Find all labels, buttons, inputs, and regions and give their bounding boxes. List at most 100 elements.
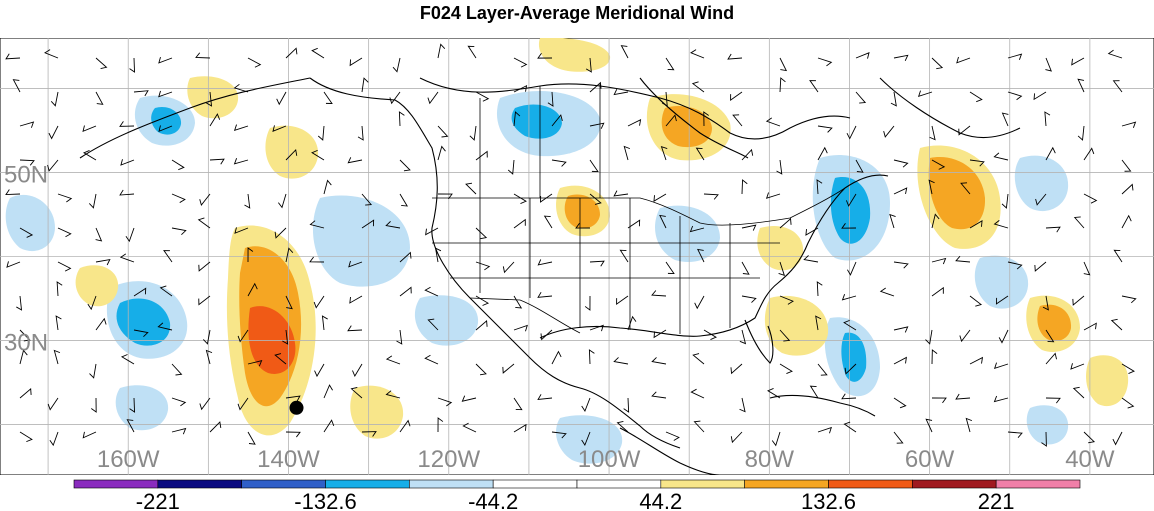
wind-barb: [285, 431, 301, 438]
colorbar-box: [576, 479, 662, 489]
wind-barb: [665, 57, 675, 71]
wind-barb: [805, 227, 819, 236]
colorbar-box: [73, 479, 159, 489]
wind-barb: [285, 247, 294, 263]
wind-barb: [931, 286, 944, 297]
wind-barb: [931, 213, 940, 229]
wind-barb: [311, 149, 325, 161]
wind-barb: [613, 357, 629, 365]
wind-barb: [589, 81, 602, 93]
wind-barb: [385, 221, 401, 229]
wind-barb: [817, 363, 828, 376]
wind-barb: [282, 329, 289, 345]
wind-barb: [437, 145, 446, 161]
wind-barb: [198, 295, 211, 306]
wind-barb: [513, 324, 528, 332]
political-borders: [432, 84, 846, 334]
longitude-label: 80W: [745, 446, 795, 473]
wind-barb: [665, 114, 677, 127]
wind-barb: [703, 329, 717, 340]
wind-barb: [1044, 111, 1051, 127]
wind-barb: [1121, 183, 1134, 195]
wind-barb: [19, 388, 32, 399]
wind-barb: [311, 47, 325, 59]
wind-barb: [53, 349, 61, 365]
wind-barb: [321, 315, 328, 331]
wind-barb: [969, 295, 983, 307]
wind-barb: [385, 355, 401, 365]
wind-barb: [195, 52, 211, 59]
wind-barb: [1042, 295, 1049, 311]
wind-barb: [779, 57, 788, 72]
wind-barb: [627, 219, 641, 229]
wind-barb: [199, 193, 211, 206]
wind-barb: [399, 419, 411, 433]
wind-barb: [5, 53, 21, 60]
wind-barb: [247, 247, 254, 263]
wind-barb: [689, 225, 705, 233]
wind-barb: [727, 53, 743, 60]
wind-barb: [247, 282, 258, 297]
wind-barb: [543, 215, 553, 229]
wind-barb: [361, 431, 377, 437]
wind-barb: [690, 388, 705, 399]
wind-barb: [234, 227, 249, 234]
wind-barb: [589, 260, 605, 267]
wind-barb: [998, 329, 1009, 344]
wind-barb: [995, 295, 1009, 305]
wind-barb: [1083, 431, 1096, 444]
wind-barb: [893, 261, 909, 269]
wind-barb: [817, 125, 833, 133]
wind-barb: [158, 125, 173, 132]
wind-barb: [159, 285, 173, 297]
wind-barb: [855, 91, 867, 104]
wind-barb: [323, 419, 335, 433]
wind-barb: [389, 91, 401, 105]
wind-barb: [741, 179, 748, 195]
wind-barb: [171, 193, 186, 203]
wind-barb: [893, 431, 904, 444]
wind-barb: [841, 223, 857, 229]
wind-barb: [613, 88, 629, 96]
wind-barb: [119, 189, 135, 196]
wind-barb: [931, 257, 947, 265]
wind-barb: [653, 329, 667, 339]
wind-barb: [425, 227, 439, 236]
wind-barb: [1077, 125, 1085, 141]
wind-barb: [692, 353, 705, 365]
wind-barb: [925, 418, 933, 433]
wind-barb: [730, 431, 743, 444]
wind-barb: [1112, 431, 1123, 446]
wind-barb: [507, 159, 515, 175]
wind-barb: [197, 217, 211, 229]
wind-barb: [589, 193, 602, 205]
wind-barb: [890, 91, 897, 107]
wind-barb: [237, 397, 249, 411]
wind-barb: [133, 329, 149, 337]
wind-barb: [925, 329, 933, 345]
wind-barb: [917, 90, 933, 97]
wind-barb: [651, 357, 667, 365]
wind-barb: [585, 57, 592, 73]
wind-barb: [1070, 363, 1085, 370]
wind-barb: [427, 91, 439, 105]
colorbar-box: [325, 479, 410, 489]
wind-barb: [741, 295, 757, 303]
wind-barb: [475, 91, 490, 102]
map-title: F024 Layer-Average Meridional Wind: [419, 3, 735, 23]
wind-barb: [399, 251, 412, 263]
wind-barb: [771, 431, 781, 447]
wind-barb: [274, 227, 287, 239]
wind-barb: [844, 363, 857, 375]
wind-barb: [741, 261, 750, 275]
colorbar-box: [828, 479, 913, 489]
wind-barb: [89, 363, 97, 379]
wind-barb: [475, 363, 487, 376]
wind-barb: [1072, 386, 1085, 399]
wind-barb: [551, 350, 562, 365]
wind-barb: [730, 363, 743, 375]
wind-barb: [513, 57, 528, 68]
wind-barb: [959, 329, 971, 343]
wind-barb: [803, 255, 819, 263]
wind-barb: [816, 281, 823, 297]
